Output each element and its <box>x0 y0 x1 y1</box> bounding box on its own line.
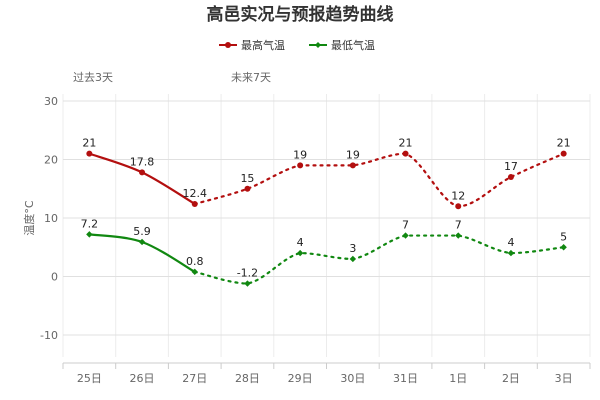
high-temp-label: 21 <box>557 137 571 150</box>
low-temp-label: 7.2 <box>81 217 99 230</box>
low-temp-point <box>191 268 198 276</box>
y-tick-label: 0 <box>51 271 58 284</box>
high-temp-label: 12.4 <box>183 187 208 200</box>
legend-high-marker <box>225 42 231 48</box>
series-low-forecast-line <box>193 234 565 285</box>
high-temp-label: 15 <box>240 172 254 185</box>
high-temp-point <box>507 174 514 181</box>
low-temp-label: 3 <box>349 242 356 255</box>
y-tick-label: 10 <box>44 212 58 225</box>
legend-low-marker <box>315 42 321 48</box>
x-tick-label: 1日 <box>449 372 467 385</box>
high-temp-label: 21 <box>82 137 96 150</box>
legend-item-low[interactable]: 最低气温 <box>309 38 375 52</box>
high-temp-label: 19 <box>293 148 307 161</box>
high-temp-label: 21 <box>399 137 413 150</box>
high-temp-point <box>191 200 198 207</box>
high-temp-label: 17.8 <box>130 155 155 168</box>
x-tick-label: 29日 <box>288 372 313 385</box>
low-temp-label: 7 <box>402 219 409 232</box>
high-temp-point <box>402 150 409 157</box>
y-tick-label: -10 <box>40 329 58 342</box>
high-temp-point <box>139 169 146 176</box>
low-temp-label: 5 <box>560 230 567 243</box>
high-temp-point <box>349 162 356 169</box>
y-tick-label: 30 <box>44 95 58 108</box>
low-temp-point <box>507 249 515 257</box>
high-temp-point <box>244 185 251 192</box>
x-tick-label: 27日 <box>182 372 207 385</box>
low-temp-label: 5.9 <box>133 225 151 238</box>
low-temp-point <box>86 231 93 238</box>
high-temp-label: 19 <box>346 148 360 161</box>
low-temp-point <box>138 238 146 246</box>
high-temp-point <box>560 150 567 157</box>
high-temp-point <box>297 162 304 169</box>
x-tick-label: 3日 <box>555 372 573 385</box>
data-points <box>86 150 567 287</box>
y-axis-ticks: -10 0 10 20 30 <box>40 95 58 342</box>
low-temp-label: -1.2 <box>237 267 258 280</box>
legend-low-label: 最低气温 <box>331 38 375 52</box>
low-temp-point <box>349 255 357 263</box>
x-tick-label: 25日 <box>77 372 102 385</box>
data-labels: 21 17.8 12.4 15 19 19 21 12 17 21 7.2 5.9 0.8 -1.2 4 3 7… <box>81 137 571 280</box>
high-temp-label: 12 <box>451 189 465 202</box>
low-temp-point <box>560 244 567 251</box>
x-tick-label: 30日 <box>340 372 365 385</box>
low-temp-point <box>455 232 462 239</box>
high-temp-label: 17 <box>504 160 518 173</box>
series-high-forecast-line <box>193 152 565 208</box>
y-tick-label: 20 <box>44 154 58 167</box>
x-tick-label: 31日 <box>393 372 418 385</box>
y-axis-label: 温度°C <box>22 200 36 235</box>
grid <box>62 94 591 369</box>
high-temp-point <box>86 150 93 157</box>
high-temp-point <box>455 203 462 210</box>
low-temp-label: 4 <box>507 236 514 249</box>
low-temp-point <box>296 249 304 257</box>
x-tick-label: 26日 <box>130 372 155 385</box>
low-temp-label: 4 <box>297 236 304 249</box>
forecast-section-label: 未来7天 <box>231 71 271 84</box>
chart-title: 高邑实况与预报趋势曲线 <box>207 4 394 25</box>
x-tick-label: 2日 <box>502 372 520 385</box>
low-temp-point <box>244 280 251 287</box>
x-axis-ticks: 25日 26日 27日 28日 29日 30日 31日 1日 2日 3日 <box>77 372 573 385</box>
legend-item-high[interactable]: 最高气温 <box>219 38 285 52</box>
low-temp-label: 7 <box>455 219 462 232</box>
legend-high-label: 最高气温 <box>241 38 285 52</box>
low-temp-point <box>402 232 409 239</box>
x-tick-label: 28日 <box>235 372 260 385</box>
low-temp-label: 0.8 <box>186 255 204 268</box>
past-section-label: 过去3天 <box>73 71 113 84</box>
legend: 最高气温 最低气温 <box>219 38 375 52</box>
